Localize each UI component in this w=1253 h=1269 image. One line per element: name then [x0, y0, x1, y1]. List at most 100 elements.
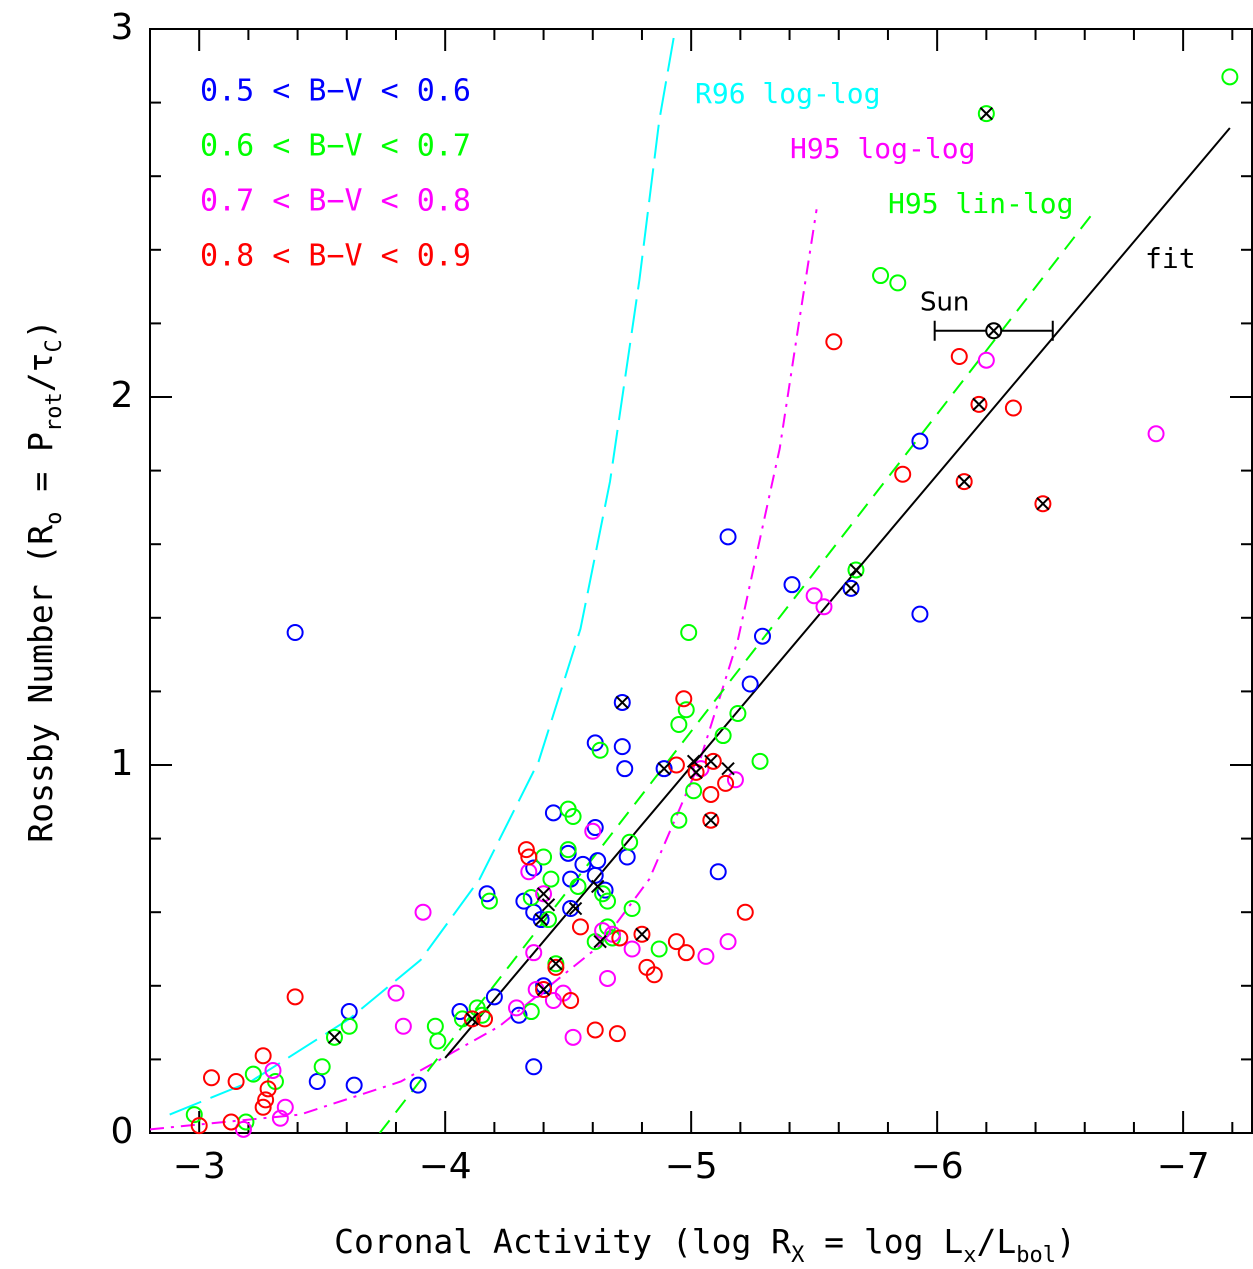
- point: [670, 716, 688, 734]
- curve-label: R96 log-log: [695, 77, 880, 110]
- point: [569, 877, 587, 895]
- point: [286, 988, 304, 1006]
- point: [591, 741, 609, 759]
- point: [611, 929, 629, 947]
- point: [586, 819, 604, 837]
- point: [254, 1047, 272, 1065]
- curve-label: H95 lin-log: [888, 187, 1073, 220]
- point: [709, 863, 727, 881]
- sun-cross: [987, 324, 1001, 338]
- point: [702, 811, 720, 829]
- point: [736, 903, 754, 921]
- point: [478, 885, 496, 903]
- point: [623, 940, 641, 958]
- point: [977, 105, 995, 123]
- point: [650, 940, 668, 958]
- point: [542, 870, 560, 888]
- point: [894, 465, 912, 483]
- point: [244, 1065, 262, 1083]
- point: [719, 933, 737, 951]
- point: [510, 1006, 528, 1024]
- point: [387, 984, 405, 1002]
- y-tick-label: 3: [111, 7, 134, 48]
- y-tick-label: 0: [111, 1111, 134, 1152]
- x-tick-label: −7: [1157, 1146, 1210, 1187]
- point: [451, 1003, 469, 1021]
- cross-mark: [536, 982, 551, 997]
- x-tick-label: −3: [173, 1146, 226, 1187]
- point: [453, 1010, 471, 1028]
- point: [714, 727, 732, 745]
- point: [872, 267, 890, 285]
- point: [719, 528, 737, 546]
- cross-mark: [1036, 497, 1050, 511]
- x-axis-label-sub: bol: [1016, 1243, 1056, 1268]
- cross-mark: [593, 934, 607, 949]
- cross-mark: [534, 912, 548, 927]
- cross-mark: [689, 765, 703, 780]
- point: [227, 1072, 245, 1090]
- point: [571, 918, 589, 936]
- point: [594, 922, 612, 940]
- point: [815, 598, 833, 616]
- curve: [444, 127, 1231, 1059]
- point: [286, 624, 304, 642]
- legend-entry: 0.6 < B−V < 0.7: [200, 129, 471, 164]
- x-axis-label-part: Coronal Activity (log R: [334, 1222, 791, 1261]
- point: [753, 627, 771, 645]
- point: [911, 432, 929, 450]
- point: [697, 947, 715, 965]
- point: [409, 1076, 427, 1094]
- cross-mark: [849, 563, 863, 577]
- point: [394, 1017, 412, 1035]
- legend-entry: 0.8 < B−V < 0.9: [200, 239, 471, 274]
- point: [535, 980, 553, 998]
- cross-mark: [615, 695, 629, 710]
- point: [202, 1069, 220, 1087]
- curve-label: fit: [1145, 242, 1196, 275]
- cross-mark: [957, 474, 971, 489]
- y-axis-label-sub: o: [42, 511, 67, 524]
- y-tick-label: 2: [111, 375, 134, 416]
- y-axis-label: Rossby Number (Ro = Prot/τC): [21, 319, 67, 842]
- y-axis-label-part: = P: [21, 432, 60, 511]
- y-axis-label-sub: C: [42, 339, 67, 352]
- point: [589, 852, 607, 870]
- point: [190, 1117, 208, 1135]
- point: [525, 1058, 543, 1076]
- point: [525, 944, 543, 962]
- x-axis-label-part: ): [1056, 1222, 1076, 1261]
- point: [308, 1072, 326, 1090]
- cross-mark: [549, 957, 563, 971]
- cross-mark: [568, 901, 583, 916]
- point: [751, 752, 769, 770]
- point: [645, 966, 663, 984]
- point: [655, 760, 673, 778]
- point: [623, 900, 641, 918]
- point: [677, 701, 695, 719]
- point: [783, 576, 801, 594]
- cross-mark: [657, 761, 671, 776]
- point: [259, 1080, 277, 1098]
- point: [345, 1076, 363, 1094]
- y-axis-label-sub: rot: [42, 392, 67, 432]
- point: [950, 348, 968, 366]
- point: [340, 1003, 358, 1021]
- cross-mark: [979, 106, 994, 121]
- point: [613, 738, 631, 756]
- cross-mark: [635, 927, 649, 941]
- point: [1004, 399, 1022, 417]
- point: [675, 690, 693, 708]
- point: [276, 1098, 294, 1116]
- point: [222, 1113, 240, 1131]
- point: [547, 958, 565, 976]
- point: [842, 579, 860, 597]
- cross-mark: [844, 581, 858, 596]
- point: [586, 1021, 604, 1039]
- point: [532, 911, 550, 929]
- point: [677, 944, 695, 962]
- curve: [150, 209, 818, 1131]
- point: [271, 1109, 289, 1127]
- cross-mark: [465, 1012, 479, 1026]
- point: [254, 1098, 272, 1116]
